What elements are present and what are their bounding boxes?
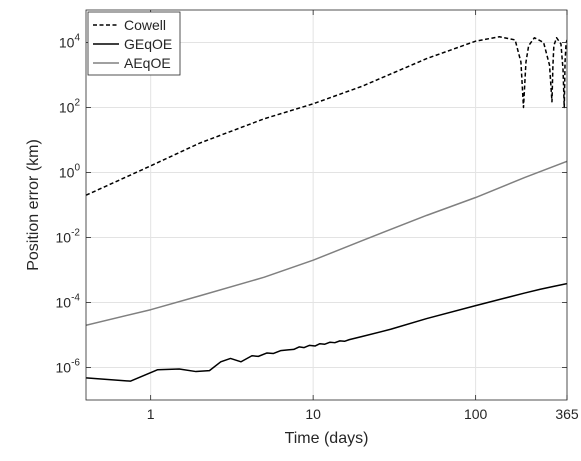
series-layer [86,36,567,382]
series-line-aeqoe [86,160,567,326]
axis-ticks: 1 10 100 365 10-6 10-4 10-2 100 102 104 [56,10,579,422]
x-tick-label: 100 [464,406,488,422]
legend-label-aeqoe: AEqOE [124,55,171,71]
x-tick-label: 365 [555,406,579,422]
y-tick-label: 100 [59,163,81,181]
legend-entry-aeqoe: AEqOE [93,55,171,71]
y-tick-label: 10-4 [56,293,81,311]
y-tick-label: 102 [59,98,81,116]
legend-label-cowell: Cowell [124,17,166,33]
x-axis-label: Time (days) [285,430,369,447]
legend-entry-geqoe: GEqOE [93,36,172,52]
plot-frame [85,9,568,401]
series-line-geqoe [86,282,567,382]
y-axis-label: Position error (km) [25,139,42,271]
legend: Cowell GEqOE AEqOE [87,11,181,76]
y-tick-label: 10-6 [56,358,81,376]
y-tick-label: 104 [59,33,81,51]
y-tick-label: 10-2 [56,228,81,246]
legend-entry-cowell: Cowell [93,17,166,33]
x-tick-label: 1 [147,406,155,422]
legend-label-geqoe: GEqOE [124,36,172,52]
series-line-cowell [86,36,567,196]
x-tick-label: 10 [305,406,321,422]
